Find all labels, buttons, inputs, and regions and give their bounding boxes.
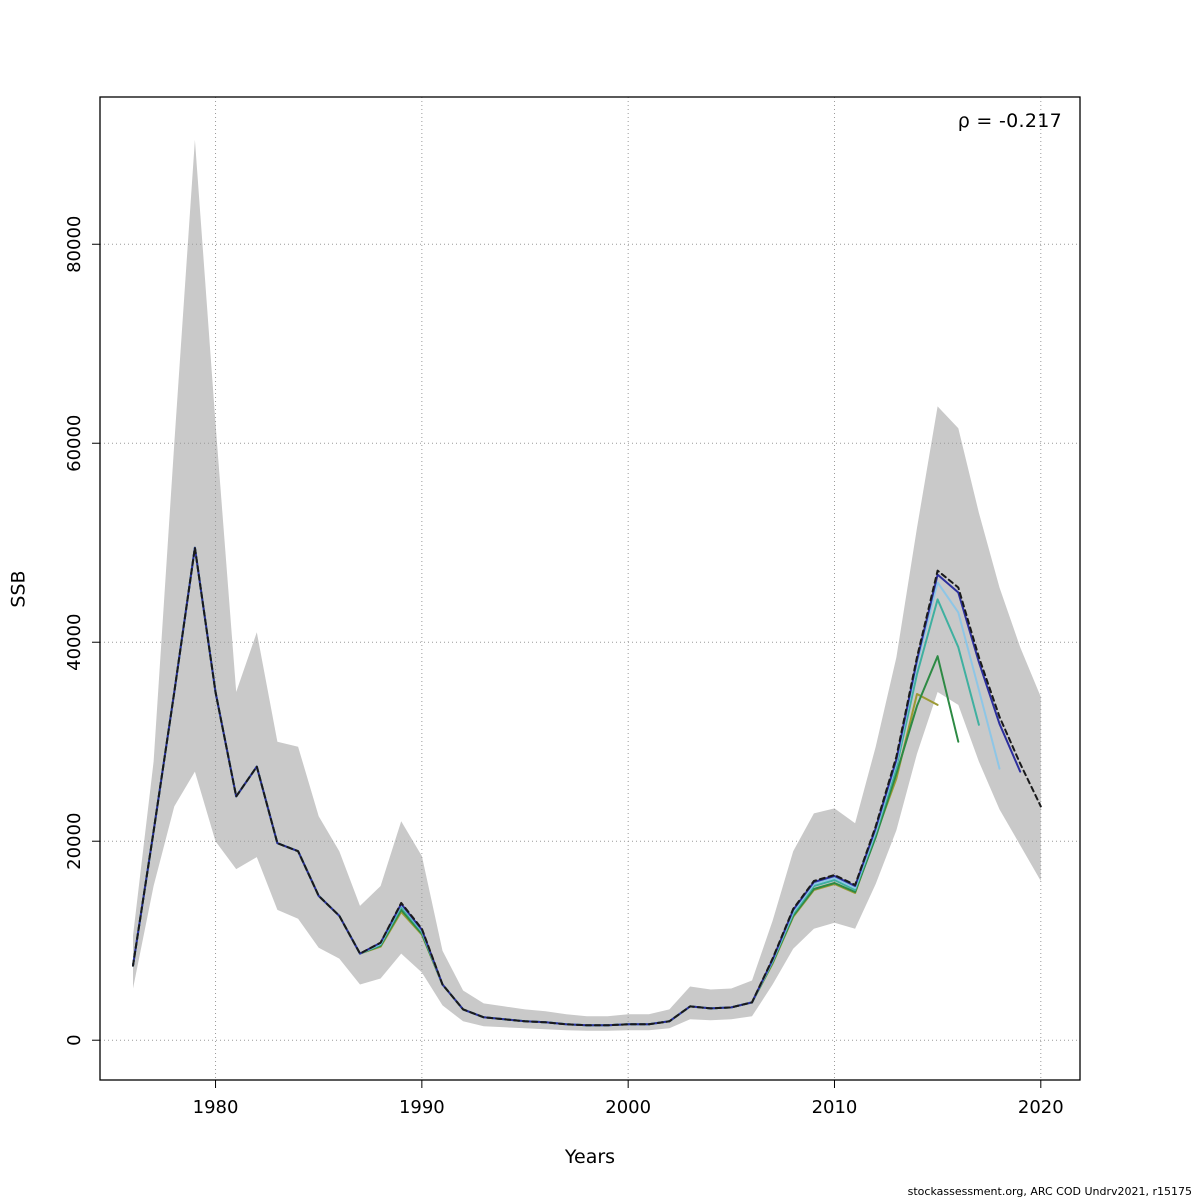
x-tick-label: 2000 <box>605 1097 651 1118</box>
mohns-rho-annotation: ρ = -0.217 <box>957 110 1062 132</box>
y-tick-label: 20000 <box>64 813 85 870</box>
x-axis-title: Years <box>564 1146 616 1168</box>
y-tick-label: 80000 <box>64 216 85 273</box>
y-axis-title: SSB <box>8 569 30 608</box>
series-line-final-2020 <box>132 546 1042 1027</box>
y-axis-title-wrap: SSB <box>2 97 36 1080</box>
plot-border <box>99 96 1081 1081</box>
y-tick-label: 40000 <box>64 614 85 671</box>
y-tick-label: 60000 <box>64 415 85 472</box>
x-tick-label: 1990 <box>399 1097 445 1118</box>
y-tick-label: 0 <box>64 1034 85 1045</box>
x-tick-label: 2010 <box>812 1097 858 1118</box>
footer-caption: stockassessment.org, ARC COD Undrv2021, … <box>907 1185 1192 1198</box>
x-tick-label: 1980 <box>193 1097 239 1118</box>
confidence-band <box>133 139 1041 1031</box>
x-tick-label: 2020 <box>1018 1097 1064 1118</box>
